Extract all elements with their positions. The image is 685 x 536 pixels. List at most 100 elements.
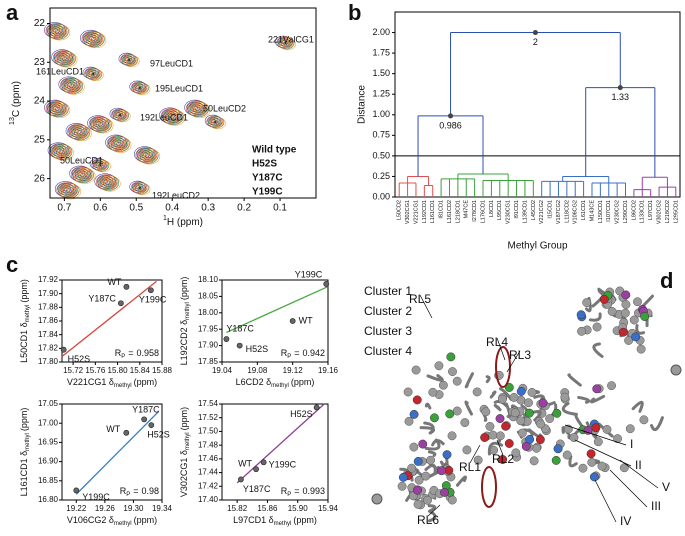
ylabel-main: V302CG1 δ [179, 450, 189, 497]
contour [208, 116, 225, 129]
contour [166, 111, 183, 124]
link-label: 2 [533, 37, 538, 47]
methyl-sphere [552, 408, 562, 418]
y-tick-label: 0.75 [372, 130, 390, 140]
leaf-label: M47CE [464, 200, 470, 219]
contour [88, 35, 100, 44]
loop-highlight [481, 466, 497, 508]
y-tick-label: 17.95 [198, 324, 219, 333]
leaf-label: V221CG1 [413, 200, 419, 224]
methyl-sphere [440, 487, 449, 497]
peak [127, 58, 131, 62]
site-label: I [630, 437, 633, 451]
x-tick-label: 0.4 [165, 203, 179, 214]
contour [58, 53, 75, 66]
y-tick-label: 17.40 [198, 495, 219, 504]
atom [527, 387, 537, 397]
contour [62, 185, 79, 198]
contour [125, 57, 137, 66]
contour [65, 80, 83, 93]
x-tick-label: 19.26 [95, 504, 116, 513]
y-tick-label: 17.80 [38, 357, 59, 366]
contour [56, 51, 78, 68]
contour [105, 180, 112, 186]
atom [403, 387, 413, 397]
point-label: WT [299, 315, 313, 325]
ribbon [426, 374, 444, 382]
atom [409, 442, 419, 452]
contour [69, 83, 76, 89]
methyl-sphere [445, 409, 455, 419]
contour [75, 169, 92, 182]
point-label: Y187C [226, 323, 254, 333]
atom [423, 495, 432, 505]
panel-label: d [660, 268, 673, 293]
atom [569, 433, 579, 442]
leaf-label: L95CD1 [497, 200, 503, 220]
x-tick-label: 0.3 [201, 203, 215, 214]
point [117, 300, 124, 307]
contour [169, 113, 181, 122]
atom [426, 455, 436, 465]
atom [536, 419, 546, 429]
atom [452, 376, 462, 386]
methyl-sphere [583, 425, 593, 435]
contour [124, 56, 136, 65]
contour [187, 101, 209, 118]
leaf-label: I15CD1 [548, 200, 554, 219]
ribbon [568, 455, 578, 468]
leaf-label: L133CD1 [640, 200, 646, 223]
atom [562, 450, 572, 460]
atom [421, 471, 431, 481]
atom [413, 499, 423, 509]
contour [116, 141, 122, 147]
contour [144, 153, 151, 158]
loop-label: RL1 [459, 460, 481, 474]
x-tick-label: 15.88 [152, 366, 173, 375]
contour [209, 117, 226, 130]
panel-label: c [6, 252, 18, 277]
contour [81, 173, 88, 179]
panel-label: b [348, 0, 361, 25]
contour [99, 123, 106, 128]
atom [577, 326, 586, 336]
x-axis-label: Methyl Group [507, 241, 567, 252]
point-label: Y199C [269, 460, 297, 470]
contour [192, 105, 204, 114]
atom [613, 434, 623, 444]
contour [88, 70, 100, 79]
contour [146, 154, 153, 159]
leader [427, 504, 441, 517]
contour [48, 102, 71, 118]
leaf-label: L61CD1 [581, 200, 587, 220]
leaf-label: V187CG2 [556, 200, 562, 224]
ribbon [424, 438, 441, 451]
contour [132, 82, 149, 95]
y-tick-label: 17.90 [198, 341, 219, 350]
contour [56, 147, 68, 156]
methyl-sphere [524, 408, 534, 418]
atom [485, 422, 495, 431]
leader [496, 439, 504, 456]
contour [91, 72, 97, 77]
atom [607, 307, 617, 316]
point-label: H52S [246, 344, 269, 354]
x-tick-label: 15.76 [85, 366, 106, 375]
atom [447, 495, 457, 505]
r-number: 0.98 [141, 486, 159, 496]
point [253, 466, 259, 473]
point-label: H52S [68, 354, 91, 364]
atom [414, 475, 424, 485]
ylabel-main: L50CD1 δ [19, 322, 29, 363]
methyl-sphere [504, 383, 514, 392]
point [123, 429, 130, 436]
ribbon [493, 403, 502, 412]
atom [407, 463, 417, 473]
leader [564, 424, 627, 446]
atom [592, 322, 602, 332]
r-label: R [120, 486, 127, 496]
contour [99, 175, 121, 192]
x-tick-label: 15.82 [227, 504, 248, 513]
contour [134, 183, 151, 196]
ribbon [561, 402, 578, 416]
